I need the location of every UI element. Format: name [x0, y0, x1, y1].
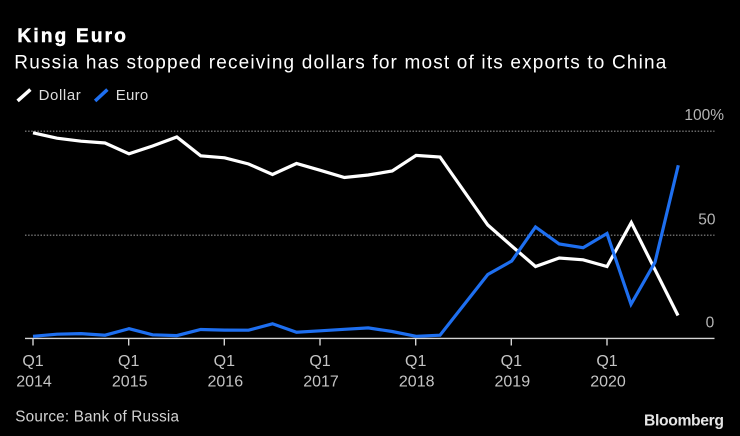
svg-text:Q1: Q1 — [596, 353, 617, 370]
svg-text:Q1: Q1 — [22, 353, 43, 370]
svg-text:Q1: Q1 — [214, 353, 235, 370]
svg-text:0: 0 — [706, 315, 715, 332]
svg-text:2020: 2020 — [590, 374, 626, 391]
svg-text:Bloomberg: Bloomberg — [644, 413, 724, 430]
svg-text:2017: 2017 — [303, 374, 339, 391]
svg-text:2019: 2019 — [495, 374, 531, 391]
svg-text:Russia has stopped receiving d: Russia has stopped receiving dollars for… — [14, 53, 666, 74]
svg-text:50: 50 — [698, 212, 716, 229]
svg-text:Source: Bank of Russia: Source: Bank of Russia — [15, 408, 179, 425]
svg-text:King Euro: King Euro — [17, 26, 126, 47]
svg-text:2015: 2015 — [112, 374, 148, 391]
svg-text:Dollar: Dollar — [39, 87, 81, 104]
svg-text:Q1: Q1 — [405, 353, 426, 370]
svg-text:Q1: Q1 — [118, 353, 139, 370]
svg-text:2018: 2018 — [399, 374, 435, 391]
svg-text:100%: 100% — [684, 107, 724, 124]
svg-text:Euro: Euro — [116, 87, 148, 104]
svg-text:Q1: Q1 — [501, 353, 522, 370]
svg-text:2016: 2016 — [208, 374, 244, 391]
svg-text:Q1: Q1 — [309, 353, 330, 370]
svg-text:2014: 2014 — [16, 374, 52, 391]
